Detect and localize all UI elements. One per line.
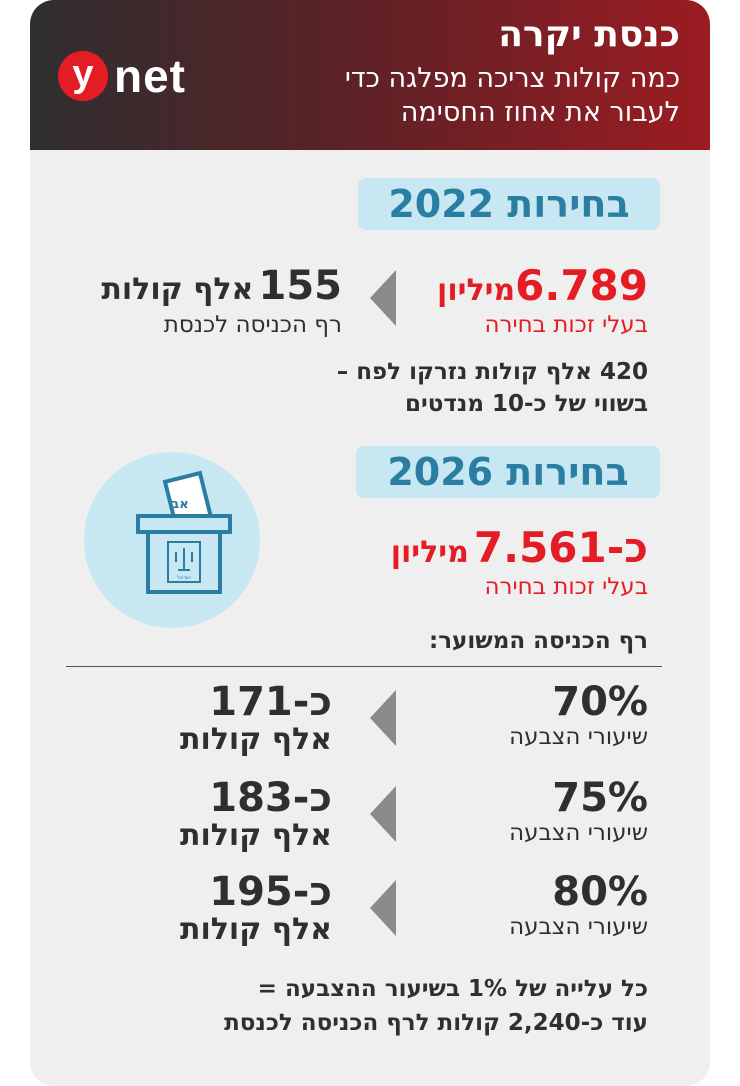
ballot-note: אב [171, 497, 188, 512]
ynet-logo: y net [58, 50, 186, 102]
turnout-caption: שיעורי הצבעה [509, 914, 648, 940]
eligible-2022-value: 6.789 [515, 261, 648, 310]
votes-unit: אלף קולות [179, 818, 332, 853]
turnout-caption: שיעורי הצבעה [509, 724, 648, 750]
subtitle-line-1: כמה קולות צריכה מפלגה כדי [344, 63, 680, 94]
votes-value: כ-183 [209, 775, 332, 821]
page-subtitle: כמה קולות צריכה מפלגה כדי לעבור את אחוז … [160, 62, 680, 130]
ballot-box-label: ישראל [177, 575, 191, 581]
eligible-2026-value: 7.561 [473, 523, 607, 572]
wasted-note-line-2: בשווי של כ-10 מנדטים [404, 391, 648, 417]
wasted-votes-note: 420 אלף קולות נזרקו לפח – בשווי של כ-10 … [228, 356, 648, 420]
logo-circle: y [58, 51, 108, 101]
footer-line-2: עוד כ-2,240 קולות לרף הכניסה לכנסת [224, 1010, 648, 1036]
threshold-2022-caption: רף הכניסה לכנסת [163, 312, 342, 338]
arrow-left-icon [370, 690, 396, 746]
threshold-2022-value: 155 [258, 263, 343, 309]
header: y net כנסת יקרה כמה קולות צריכה מפלגה כד… [30, 0, 710, 150]
subtitle-line-2: לעבור את אחוז החסימה [400, 97, 680, 128]
eligible-2022: 6.789מיליון [388, 262, 648, 319]
infographic-card: y net כנסת יקרה כמה קולות צריכה מפלגה כד… [30, 0, 710, 1086]
threshold-2022-unit: אלף קולות [101, 272, 254, 307]
elections-2026-label: בחירות 2026 [356, 446, 660, 498]
turnout-percent: 75% [552, 775, 648, 821]
divider [66, 666, 662, 667]
votes-value: כ-171 [209, 679, 332, 725]
wasted-note-line-1: 420 אלף קולות נזרקו לפח – [336, 359, 648, 385]
arrow-left-icon [370, 880, 396, 936]
eligible-2022-caption: בעלי זכות בחירה [484, 312, 648, 338]
eligible-2022-unit: מיליון [437, 273, 516, 308]
footer-line-1: כל עלייה של 1% בשיעור ההצבעה = [257, 976, 648, 1002]
eligible-2026-unit: מיליון [390, 535, 469, 570]
votes-value: כ-195 [209, 869, 332, 915]
arrow-left-icon [370, 270, 396, 326]
eligible-2026-prefix: כ- [606, 523, 648, 572]
eligible-2026: כ-7.561 מיליון [328, 524, 648, 581]
logo-text: net [114, 50, 186, 102]
turnout-caption: שיעורי הצבעה [509, 820, 648, 846]
page-title: כנסת יקרה [498, 14, 680, 55]
elections-2022-label: בחירות 2022 [358, 178, 660, 230]
threshold-2022: 155 אלף קולות [62, 262, 342, 318]
eligible-2026-caption: בעלי זכות בחירה [484, 574, 648, 600]
threshold-heading: רף הכניסה המשוער: [429, 628, 648, 654]
votes-unit: אלף קולות [179, 912, 332, 947]
votes-unit: אלף קולות [179, 722, 332, 757]
arrow-left-icon [370, 786, 396, 842]
footer-note: כל עלייה של 1% בשיעור ההצבעה = עוד כ-2,2… [88, 972, 648, 1040]
turnout-percent: 80% [552, 869, 648, 915]
ballot-box-icon: אב ישראל [84, 452, 260, 628]
turnout-percent: 70% [552, 679, 648, 725]
